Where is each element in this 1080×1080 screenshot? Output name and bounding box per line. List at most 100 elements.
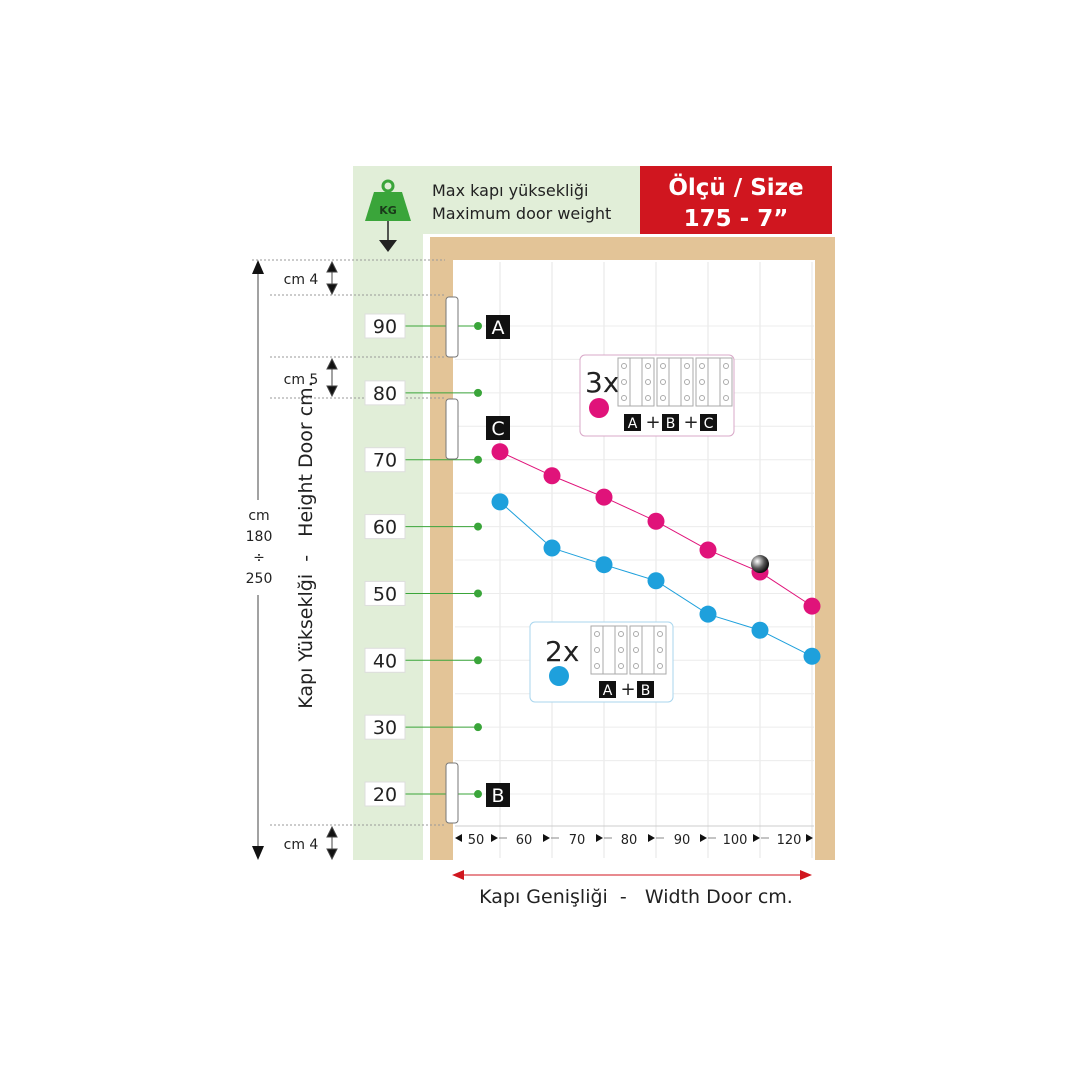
y-tick-box [364, 781, 406, 807]
x-tick-label: 90 [674, 833, 691, 848]
data-point [543, 467, 561, 485]
weight-kg-icon: KG [365, 179, 411, 252]
formula-plus: + [620, 679, 635, 700]
x-tick-label: 100 [723, 833, 748, 848]
x-ticks: 50 60 70 80 90 100 120 [455, 833, 813, 848]
hinge-pair-icons [617, 357, 733, 407]
y-axis-label: Kapı Yükseklği - Height Door cm. [295, 381, 317, 708]
x-tick-label: 120 [777, 833, 802, 848]
x-tick-label: 70 [569, 833, 586, 848]
y-tick-box [364, 447, 406, 473]
hinge-icons [445, 296, 459, 824]
y-tick-dot [474, 723, 482, 732]
hinge-b-icon [445, 762, 459, 824]
y-tick-label: 40 [373, 650, 397, 672]
legend-2x-count: 2x [545, 635, 579, 668]
size-title: Ölçü / Size [668, 173, 803, 201]
data-point [803, 647, 821, 665]
data-point [595, 556, 613, 574]
size-badge [640, 166, 832, 234]
y-tick-box [364, 647, 406, 673]
y-tick-label: 50 [373, 583, 397, 605]
y-ticks: 90 80 70 60 50 40 30 20 [364, 313, 482, 807]
formula-hinge-label: B [641, 683, 651, 699]
total-range-sign: ÷ [253, 550, 265, 566]
y-tick-label: 60 [373, 517, 397, 539]
x-arrow [596, 834, 603, 842]
legend-2x-marker [549, 666, 569, 686]
hinge-pair-icons [590, 625, 667, 675]
legend-2x: 2x A + B [529, 621, 674, 703]
gap-arrows [326, 260, 338, 861]
data-point [803, 597, 821, 615]
formula-hinge-label: B [666, 416, 676, 432]
formula-plus: + [683, 412, 698, 433]
x-tick-label: 80 [621, 833, 638, 848]
y-tick-box [364, 714, 406, 740]
y-tick-dot [474, 455, 482, 464]
x-arrow [753, 834, 760, 842]
x-arrow [491, 834, 498, 842]
y-tick-dot [474, 589, 482, 598]
data-point [543, 539, 561, 557]
y-tick-label: 30 [373, 717, 397, 739]
width-arrow [452, 870, 812, 880]
hinge-b-label: B [491, 785, 504, 807]
mid-gap-label: cm 5 [284, 372, 319, 388]
data-point [491, 493, 509, 511]
y-tick-box [364, 514, 406, 540]
size-value: 175 - 7” [684, 206, 789, 232]
hinge-c-icon [445, 398, 459, 460]
x-arrow-left [455, 834, 462, 842]
hinge-icon [629, 625, 667, 675]
hinge-icon [656, 357, 694, 407]
hinge-icon [617, 357, 655, 407]
y-tick-box [364, 580, 406, 606]
y-tick-dot [474, 522, 482, 531]
formula-hinge-label: A [628, 416, 638, 432]
hinge-labels: A C B [486, 315, 510, 807]
x-axis-label: Kapı Genişliği - Width Door cm. [479, 886, 793, 908]
legend-3x-marker [589, 398, 609, 418]
y-tick-label: 70 [373, 450, 397, 472]
total-max: 250 [246, 571, 273, 587]
x-tick-label: 50 [468, 833, 485, 848]
hinge-a-label: A [492, 317, 505, 339]
bottom-gap-label: cm 4 [284, 837, 319, 853]
x-arrow [543, 834, 550, 842]
y-tick-box [364, 313, 406, 339]
x-arrow [648, 834, 655, 842]
y-tick-label: 90 [373, 316, 397, 338]
total-min: 180 [246, 529, 273, 545]
formula-plus: + [645, 412, 660, 433]
header-line2: Maximum door weight [432, 204, 611, 223]
top-gap-label: cm 4 [284, 272, 319, 288]
data-point [699, 605, 717, 623]
header-line1: Max kapı yüksekliği [432, 181, 588, 200]
x-tick-label: 60 [516, 833, 533, 848]
legend-3x-count: 3x [585, 366, 619, 399]
hinge-icon [590, 625, 628, 675]
data-point [491, 443, 509, 461]
x-arrow [700, 834, 707, 842]
highlight-marker [751, 555, 769, 574]
hinge-a-icon [445, 296, 459, 358]
data-point [595, 488, 613, 506]
y-tick-label: 20 [373, 784, 397, 806]
hinge-icon [695, 357, 733, 407]
y-tick-dot [474, 388, 482, 397]
y-tick-box [364, 380, 406, 406]
data-point [647, 572, 665, 590]
y-tick-dot [474, 322, 482, 330]
total-unit: cm [248, 508, 269, 524]
y-tick-dot [474, 790, 482, 799]
y-tick-dot [474, 656, 482, 665]
data-point [751, 621, 769, 639]
hinge-c-label: C [491, 418, 504, 440]
y-label-band [353, 166, 423, 860]
formula-hinge-label: A [603, 683, 613, 699]
y-tick-label: 80 [373, 383, 397, 405]
data-point [699, 541, 717, 559]
data-point [647, 512, 665, 530]
